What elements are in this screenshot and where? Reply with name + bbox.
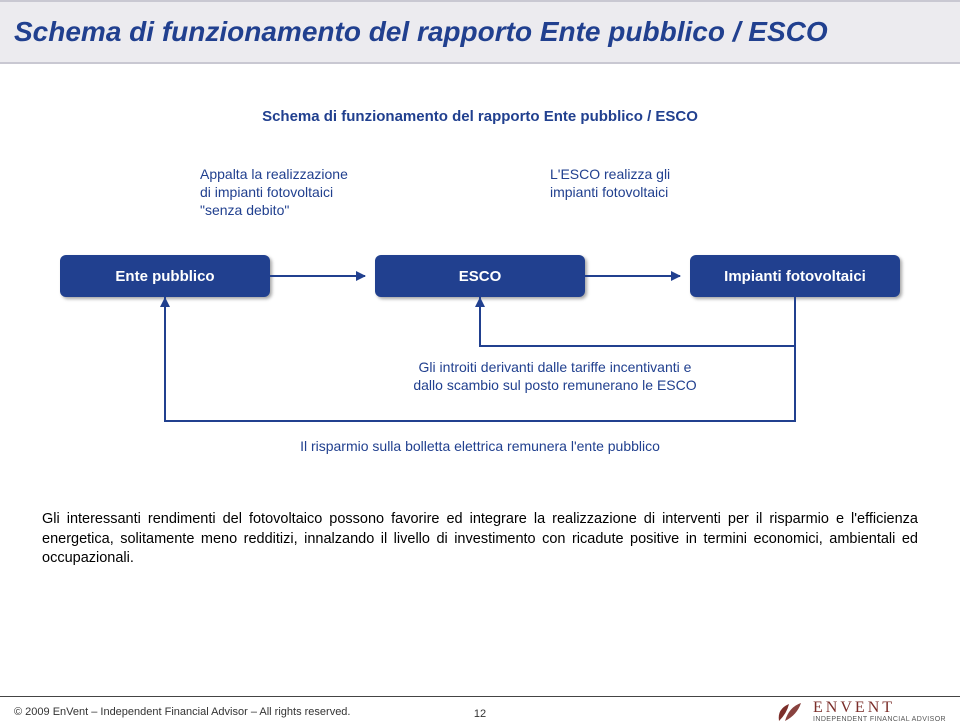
annotation-line: L'ESCO realizza gli — [550, 166, 670, 182]
annotation-introiti: Gli introiti derivanti dalle tariffe inc… — [355, 358, 755, 394]
bracket1-arrow-up-esco — [475, 297, 485, 307]
annotation-line: di impianti fotovoltaici — [200, 184, 333, 200]
footer-copyright: © 2009 EnVent – Independent Financial Ad… — [14, 706, 350, 718]
box-impianti: Impianti fotovoltaici — [690, 255, 900, 297]
bracket2-left-v — [164, 297, 166, 420]
annotation-line: Gli introiti derivanti dalle tariffe inc… — [419, 359, 692, 375]
arrow-esco-to-impianti — [585, 275, 680, 277]
annotation-risparmio: Il risparmio sulla bolletta elettrica re… — [230, 437, 730, 455]
annotation-line: dallo scambio sul posto remunerano le ES… — [413, 377, 696, 393]
bracket2-right-v — [794, 345, 796, 420]
box-esco: ESCO — [375, 255, 585, 297]
logo-brand: ENVENT — [813, 700, 946, 716]
slide-page: Schema di funzionamento del rapporto Ent… — [0, 0, 960, 726]
bracket1-bottom — [479, 345, 796, 347]
annotation-appalta: Appalta la realizzazione di impianti fot… — [200, 165, 420, 220]
annotation-line: "senza debito" — [200, 202, 289, 218]
box-ente-pubblico: Ente pubblico — [60, 255, 270, 297]
arrow-ente-to-esco — [270, 275, 365, 277]
logo-text: ENVENT INDEPENDENT FINANCIAL ADVISOR — [813, 700, 946, 723]
annotation-line: Appalta la realizzazione — [200, 166, 348, 182]
annotation-line: impianti fotovoltaici — [550, 184, 668, 200]
bracket2-arrow-up-ente — [160, 297, 170, 307]
footer-logo: ENVENT INDEPENDENT FINANCIAL ADVISOR — [775, 700, 946, 723]
body-paragraph: Gli interessanti rendimenti del fotovolt… — [42, 510, 918, 569]
title-band: Schema di funzionamento del rapporto Ent… — [0, 0, 960, 64]
logo-tagline: INDEPENDENT FINANCIAL ADVISOR — [813, 716, 946, 723]
leaf-icon — [775, 701, 805, 723]
footer-bar: © 2009 EnVent – Independent Financial Ad… — [0, 696, 960, 726]
bracket2-bottom — [164, 420, 796, 422]
diagram-subtitle: Schema di funzionamento del rapporto Ent… — [0, 108, 960, 125]
bracket1-right-v — [794, 297, 796, 345]
page-title: Schema di funzionamento del rapporto Ent… — [14, 16, 828, 48]
annotation-realizza: L'ESCO realizza gli impianti fotovoltaic… — [550, 165, 770, 201]
